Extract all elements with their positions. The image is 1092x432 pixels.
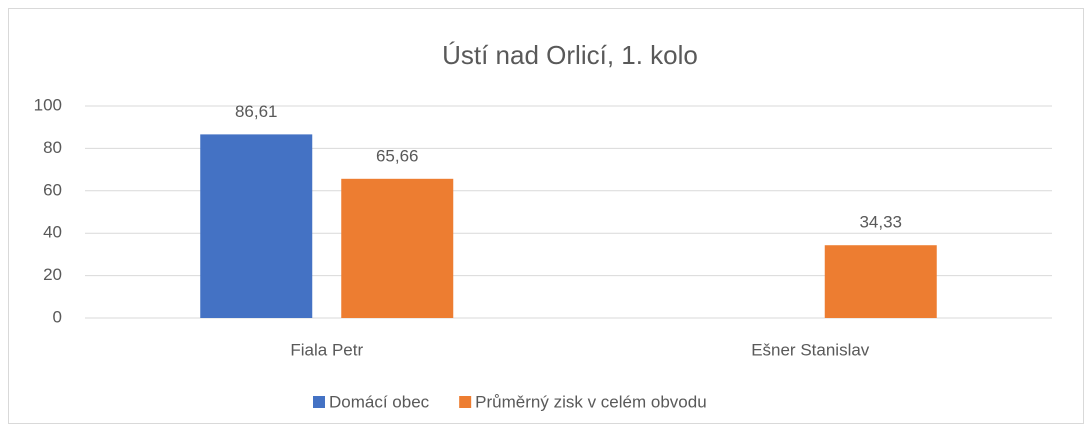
- y-tick-label: 20: [43, 265, 62, 284]
- legend-swatch: [313, 396, 325, 408]
- chart-border: [8, 8, 1084, 424]
- data-label: 86,61: [235, 102, 278, 121]
- y-tick-label: 100: [34, 95, 62, 114]
- bar: [824, 245, 937, 318]
- bar: [200, 134, 313, 318]
- legend-label: Domácí obec: [329, 392, 430, 411]
- data-label: 65,66: [376, 146, 419, 165]
- data-label: 34,33: [859, 213, 902, 232]
- x-tick-label: Fiala Petr: [290, 340, 363, 359]
- x-tick-label: Ešner Stanislav: [751, 340, 870, 359]
- legend-label: Průměrný zisk v celém obvodu: [475, 392, 706, 411]
- y-tick-label: 60: [43, 180, 62, 199]
- y-tick-label: 0: [53, 307, 62, 326]
- y-tick-label: 40: [43, 223, 62, 242]
- bar: [341, 178, 454, 318]
- y-tick-label: 80: [43, 138, 62, 157]
- chart-title: Ústí nad Orlicí, 1. kolo: [442, 40, 698, 70]
- legend-swatch: [459, 396, 472, 408]
